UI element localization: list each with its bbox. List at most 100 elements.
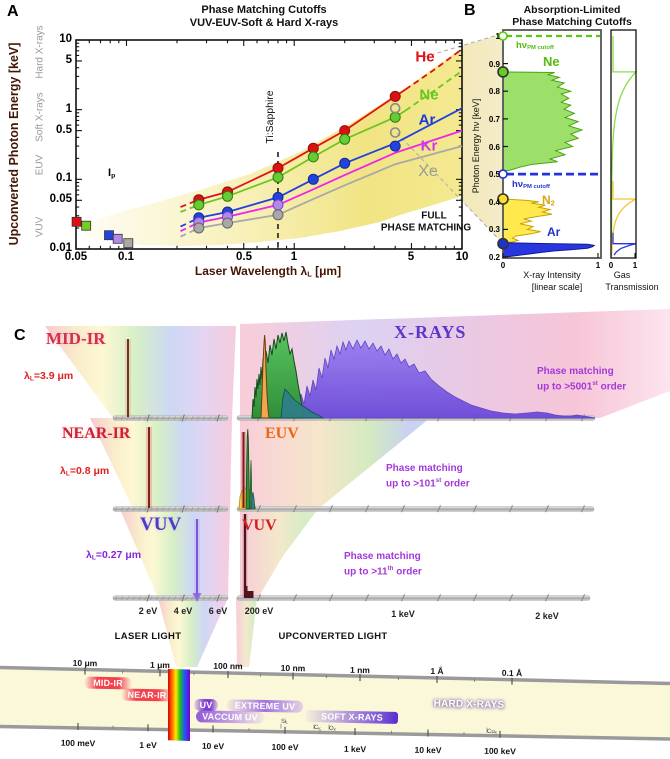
b-x-axis-label-2b: Transmission xyxy=(605,282,659,292)
tisapphire-label: Ti:Sapphire xyxy=(264,90,276,144)
tick-label: 0.5 xyxy=(488,170,500,179)
gas-label-ar: Ar xyxy=(418,111,436,129)
tick-label: 0.05 xyxy=(64,251,88,263)
tick-label: 0.5 xyxy=(56,124,72,136)
label-x-rays: X-RAYS xyxy=(394,322,467,342)
band-uv: UV xyxy=(193,698,219,712)
tick-label: 0.2 xyxy=(488,253,500,262)
lambda-mid-ir: λL=3.9 μm xyxy=(24,370,74,383)
gas-label-kr: Kr xyxy=(420,137,438,155)
panel-a-title-line1: Phase Matching Cutoffs xyxy=(201,4,327,16)
tick-label: 0.1 xyxy=(56,172,72,184)
region-label-soft-xrays: Soft X-rays xyxy=(34,92,46,142)
pm-order-note-3: Phase matching up to >11th order xyxy=(344,551,422,577)
full-pm-line1: FULL xyxy=(421,210,447,222)
tick-label: 5 xyxy=(407,251,415,263)
tick-label: 0.9 xyxy=(488,60,500,69)
gas-label-xe: Xe xyxy=(418,163,438,180)
tick-label: 1 keV xyxy=(391,609,415,619)
region-label-euv: EUV xyxy=(34,154,46,176)
tick-label: 6 eV xyxy=(208,606,228,616)
tick-label: 100 nm xyxy=(213,660,243,672)
tick-label: 10 xyxy=(59,33,72,45)
lambda-vuv: λL=0.27 μm xyxy=(86,549,142,562)
tick-label: 4 eV xyxy=(173,606,193,616)
label-vuv-upconverted: VUV xyxy=(242,517,277,534)
tick-label: 1 keV xyxy=(343,743,367,755)
pm-cutoff-label-green: hνPM cutoff xyxy=(516,40,554,52)
tick-label: 0.01 xyxy=(49,242,72,254)
tick-label: 2 keV xyxy=(535,611,559,621)
tick-label: 10 nm xyxy=(280,662,306,674)
tick-label: 0 xyxy=(608,261,614,270)
panel-a-tag: A xyxy=(7,3,19,20)
tick-label: 100 eV xyxy=(271,741,299,753)
label-near-ir: NEAR-IR xyxy=(62,425,131,442)
tick-label: 0.5 xyxy=(236,251,252,263)
b-x-axis-label-1: X-ray Intensity xyxy=(523,270,581,280)
panel-b-title-line1: Absorption-Limited xyxy=(523,4,621,16)
b-x-axis-label-1b: [linear scale] xyxy=(531,282,583,292)
band-extreme-uv: EXTREME UV xyxy=(226,699,304,713)
band-vacuum-uv: VACCUM UV xyxy=(195,710,265,724)
tick-label: 1 xyxy=(65,103,72,115)
gas-label-he: He xyxy=(415,48,435,66)
tick-label: 2 eV xyxy=(138,606,158,616)
panel-b-tag: B xyxy=(464,2,476,19)
gas-label-ne: Ne xyxy=(419,86,439,104)
panel-a-title-line2: VUV-EUV-Soft & Hard X-rays xyxy=(189,17,339,29)
tick-label: 10 μm xyxy=(72,657,98,669)
tick-label: 1 nm xyxy=(349,664,371,676)
tick-label: 0.8 xyxy=(488,87,500,96)
tick-label: 0 xyxy=(500,261,506,270)
tick-label: 1 xyxy=(595,261,601,270)
tick-label: 0.6 xyxy=(488,143,500,152)
panel-a-y-axis-label: Upconverted Photon Energy [keV] xyxy=(7,42,21,246)
tick-label: 0.1 xyxy=(118,251,134,263)
ip-label: Ip xyxy=(108,167,116,180)
tick-label: 0.05 xyxy=(49,193,72,205)
laser-light-label: LASER LIGHT xyxy=(114,631,182,642)
tick-label: 100 meV xyxy=(60,737,96,749)
tick-label: SiL xyxy=(280,718,289,726)
tick-label: 1 μm xyxy=(149,659,171,671)
label-euv: EUV xyxy=(265,425,299,442)
spectrum-label-ar: Ar xyxy=(547,225,561,239)
band-near-ir: NEAR-IR xyxy=(120,688,174,702)
pm-cutoff-label-blue: hνPM cutoff xyxy=(512,179,550,191)
panel-b-y-axis-label: Photon Energy hν [keV] xyxy=(471,98,481,194)
tick-label: 10 keV xyxy=(414,744,442,756)
panel-c-tag: C xyxy=(14,327,26,344)
band-mid-ir: MID-IR xyxy=(83,676,133,690)
tick-label: 200 eV xyxy=(244,606,274,616)
full-pm-line2: PHASE MATCHING xyxy=(380,222,472,234)
tick-label: 0.4 xyxy=(488,198,500,207)
tick-label: 0.1 Å xyxy=(501,667,523,679)
region-label-hard-xrays: Hard X-rays xyxy=(34,25,46,79)
spectrum-label-ne: Ne xyxy=(543,54,560,69)
tick-label: 100 keV xyxy=(484,745,516,757)
tick-label: 1 xyxy=(632,261,638,270)
tick-label: 5 xyxy=(65,54,72,66)
tick-label: 0.7 xyxy=(488,115,500,124)
tick-label: 1 eV xyxy=(139,739,157,751)
band-hard-xrays: HARD X-RAYS xyxy=(433,698,505,711)
tick-label: CK xyxy=(313,724,321,732)
tick-label: 10 xyxy=(455,251,469,263)
region-label-vuv: VUV xyxy=(34,216,46,238)
pm-order-note-1: Phase matching up to >5001st order xyxy=(537,366,627,392)
b-x-axis-label-2: Gas xyxy=(613,270,631,280)
tick-label: 0.3 xyxy=(488,225,500,234)
spectrum-label-n2: N2 xyxy=(542,193,555,208)
lambda-near-ir: λL=0.8 μm xyxy=(60,465,110,478)
panel-b-title-line2: Phase Matching Cutoffs xyxy=(512,16,632,28)
tick-label: 10 eV xyxy=(201,740,225,752)
tick-label: CuK xyxy=(486,728,498,736)
band-soft-xrays: SOFT X-RAYS xyxy=(305,710,399,724)
label-mid-ir: MID-IR xyxy=(46,329,106,348)
tick-label: 1 xyxy=(495,32,500,41)
label-vuv-laser: VUV xyxy=(140,514,182,535)
tick-label: 1 Å xyxy=(430,665,444,677)
